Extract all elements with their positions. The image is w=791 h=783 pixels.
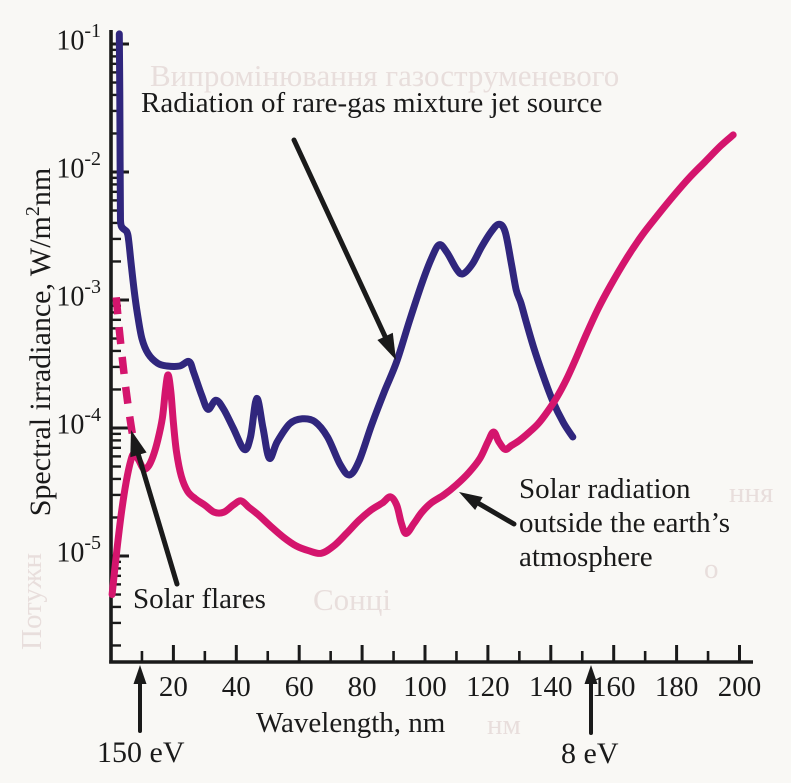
ev-150-pointer-head (133, 665, 147, 684)
y-tick-label-1e-1: 10-1 (56, 20, 101, 57)
solar-radiation-pointer-head (459, 492, 483, 510)
y-axis-label-exponent: 2 (22, 206, 44, 217)
rare-gas-pointer-line (291, 137, 392, 348)
y-tick-exponent: -3 (84, 276, 101, 298)
y-tick-exponent: -5 (84, 532, 101, 554)
solar-curve (108, 131, 737, 598)
x-axis-label: Wavelength, nm (256, 707, 446, 739)
y-tick-exponent: -1 (84, 20, 101, 42)
solar-radiation-annotation: Solar radiation outside the earth’s atmo… (519, 473, 731, 574)
y-tick-base: 10 (56, 25, 85, 57)
y-tick-base: 10 (56, 409, 85, 441)
rare-gas-pointer-head (377, 332, 396, 360)
watermark-fragment-0: Випромінювання газоструменевого (150, 58, 620, 93)
watermark-fragment-3: о (704, 553, 719, 585)
y-axis-label-unit: nm (24, 167, 57, 207)
x-tick-label-120: 120 (466, 671, 510, 703)
solar-flares-annotation: Solar flares (133, 583, 266, 615)
y-tick-label-1e-3: 10-3 (56, 276, 101, 313)
x-tick-label-100: 100 (403, 671, 447, 703)
solar-radiation-pointer-line (469, 497, 517, 527)
y-tick-label-1e-4: 10-4 (56, 404, 101, 441)
y-tick-label-1e-2: 10-2 (56, 148, 101, 185)
x-tick-label-160: 160 (591, 671, 636, 703)
solar-flares-dashed-curve (112, 296, 139, 449)
ev-8-pointer-head (584, 665, 598, 684)
x-tick-label-200: 200 (717, 671, 762, 703)
x-tick-label-20: 20 (158, 671, 188, 703)
y-tick-exponent: -2 (84, 148, 101, 170)
energy-label-150ev: 150 eV (97, 736, 185, 769)
y-axis-label: Spectral irradiance, W/m2nm (22, 168, 58, 517)
y-tick-base: 10 (56, 537, 85, 569)
x-tick-label-140: 140 (529, 671, 573, 703)
x-tick-label-180: 180 (654, 671, 699, 703)
y-tick-base: 10 (56, 153, 85, 185)
watermark-fragment-2: ння (729, 477, 774, 509)
watermark-fragment-4: нм (487, 709, 521, 741)
x-tick-label-40: 40 (221, 671, 251, 703)
y-tick-base: 10 (56, 281, 85, 313)
energy-label-8ev: 8 eV (561, 737, 619, 770)
solar-flares-pointer-head (130, 430, 147, 458)
solar-flares-pointer-line (133, 443, 180, 587)
watermark-fragment-1: Сонці (313, 582, 391, 617)
x-tick-label-80: 80 (347, 671, 377, 703)
x-tick-label-60: 60 (284, 671, 314, 703)
y-axis-label-text: Spectral irradiance, W/m (24, 216, 57, 517)
y-tick-exponent: -4 (84, 404, 101, 426)
rare-gas-annotation: Radiation of rare-gas mixture jet source (141, 87, 603, 119)
y-tick-label-1e-5: 10-5 (56, 532, 101, 569)
rare-gas-curve (115, 30, 577, 479)
